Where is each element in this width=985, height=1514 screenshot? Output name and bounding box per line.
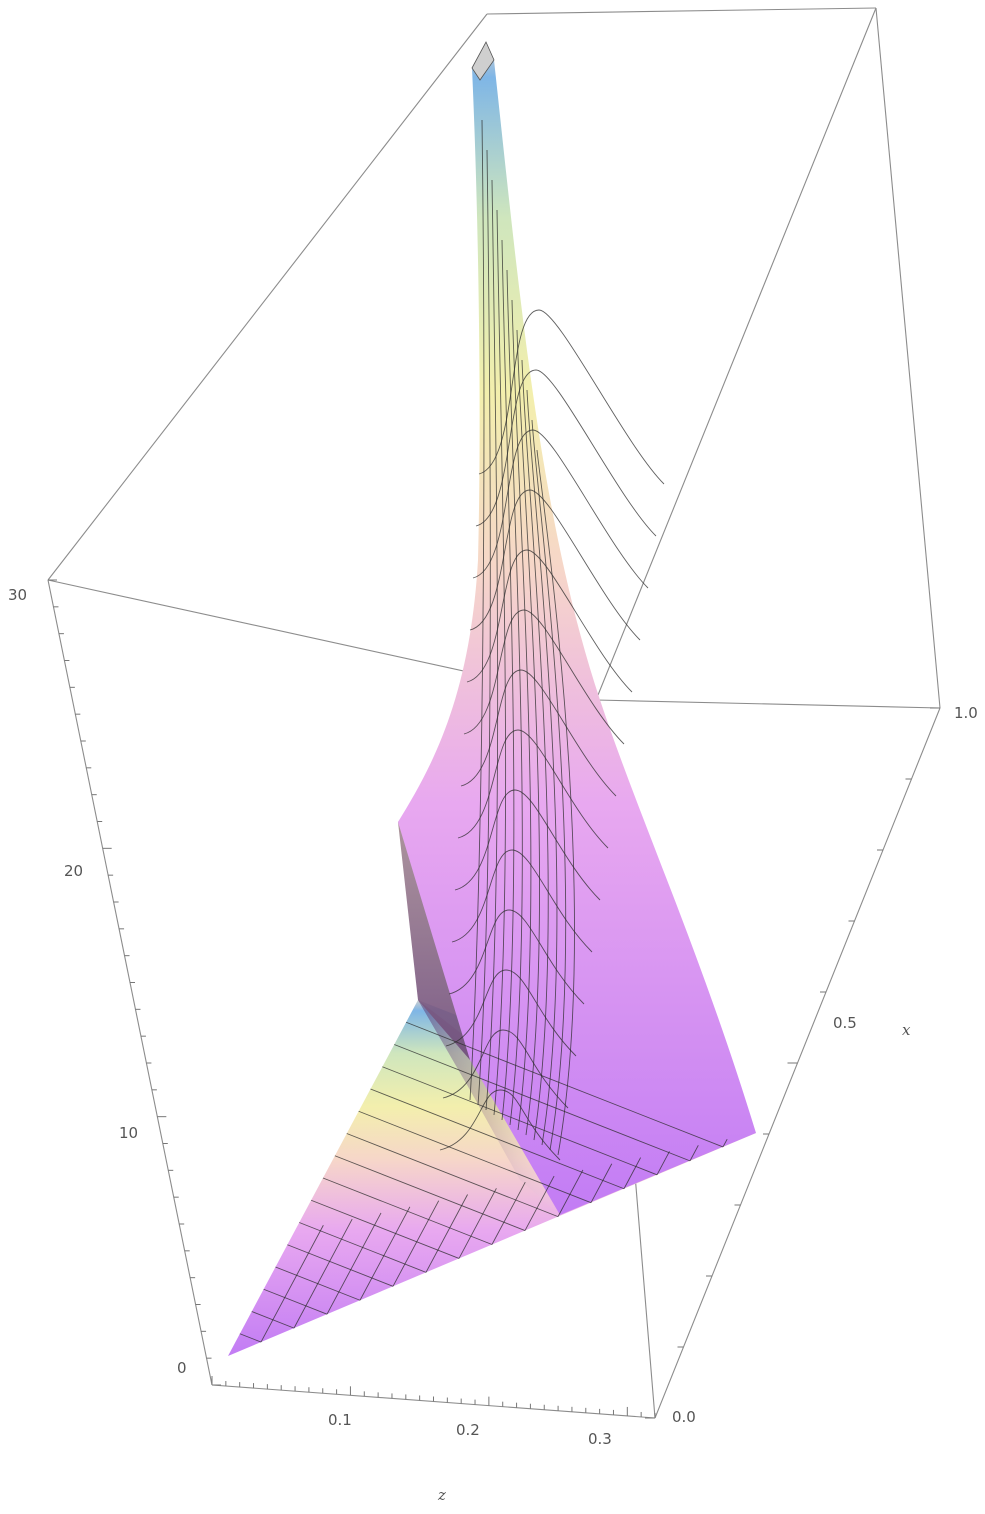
mesh-line: [491, 1181, 526, 1245]
mesh-ridge-line: [477, 149, 491, 1106]
mesh-line: [251, 1311, 295, 1329]
x-tick-label: 1.0: [954, 704, 978, 722]
mesh-line: [293, 1218, 353, 1329]
value-tick-label: 20: [64, 862, 83, 880]
z-axis-title: z: [437, 1486, 446, 1504]
mesh-ridge-curve: [460, 669, 617, 797]
box-edge-top-left: [47, 13, 488, 581]
mesh-line: [524, 1175, 555, 1231]
z-tick-label: 0.1: [328, 1411, 352, 1429]
mesh-line: [239, 1333, 262, 1343]
mesh-ridge-curve: [439, 1089, 561, 1161]
mesh-ridge-line: [536, 449, 575, 1156]
box-edge-top-right: [875, 7, 941, 709]
value-axis: 30 20 10 0: [8, 586, 187, 1377]
mesh-line: [358, 1110, 592, 1204]
mesh-line: [557, 1169, 584, 1217]
mesh-line: [392, 1200, 440, 1287]
mesh-line: [689, 1145, 699, 1162]
mesh-line: [394, 1044, 691, 1162]
mesh-line: [275, 1266, 361, 1301]
mesh-line: [405, 1021, 724, 1148]
surface-valley-shadow: [418, 1000, 560, 1215]
mesh-line: [334, 1155, 526, 1231]
mesh-ridge-line: [469, 119, 485, 1101]
mesh-line: [287, 1244, 394, 1287]
z-axis: 0.1 0.2 0.3 z: [328, 1411, 612, 1504]
x-tick-label: 0.0: [672, 1408, 696, 1426]
box-edge-mid-right: [595, 699, 941, 709]
mesh-line: [260, 1225, 324, 1343]
mesh-line: [263, 1288, 328, 1315]
value-tick-label: 0: [177, 1359, 187, 1377]
mesh-line: [310, 1199, 460, 1259]
mesh-ridge-line: [493, 209, 507, 1116]
mesh-ridge-curve: [448, 909, 585, 1005]
surface-ridge: [398, 42, 756, 1215]
value-tick-label: 30: [8, 586, 27, 604]
z-tick-label: 0.2: [456, 1421, 480, 1439]
mesh-ridge-curve: [475, 369, 657, 537]
x-axis-title: x: [902, 1021, 911, 1039]
mesh-line: [656, 1151, 670, 1176]
axis-ticks: [48, 579, 940, 1419]
mesh-line: [425, 1194, 468, 1273]
mesh-line: [326, 1212, 382, 1315]
mesh-ridge-line: [511, 299, 532, 1131]
mesh-line: [370, 1088, 625, 1190]
box-edge-back-vertical: [595, 7, 877, 701]
mesh-line: [623, 1157, 642, 1189]
value-tick-label: 10: [119, 1124, 138, 1142]
mesh-ridge-curve: [454, 789, 601, 901]
mesh-line: [382, 1066, 658, 1176]
mesh-ridge-line: [506, 269, 523, 1126]
x-axis: 0.0 0.5 1.0 x: [672, 704, 978, 1426]
mesh-ridge-line: [516, 329, 540, 1136]
surface-peak-cap: [471, 41, 495, 81]
mesh-ridge-line: [521, 359, 549, 1141]
box-edge-back-top: [486, 7, 877, 15]
mesh-line: [590, 1163, 613, 1203]
mesh-ridge-curve: [466, 549, 633, 693]
mesh-ridge-line: [501, 239, 515, 1121]
mesh-line: [359, 1206, 411, 1301]
surface: [228, 41, 756, 1356]
z-tick-label: 0.3: [588, 1430, 612, 1448]
mesh-line: [346, 1133, 559, 1218]
mesh-ridge-curve: [445, 969, 577, 1057]
mesh-line: [299, 1222, 427, 1273]
mesh-ridge-line: [526, 389, 558, 1146]
mesh-line: [458, 1188, 497, 1259]
mesh-ridge-curve: [442, 1029, 569, 1109]
x-tick-label: 0.5: [833, 1014, 857, 1032]
surface-mesh: [239, 119, 728, 1343]
mesh-line: [722, 1138, 728, 1148]
mesh-ridge-line: [531, 419, 567, 1151]
mesh-ridge-curve: [457, 729, 609, 849]
mesh-ridge-line: [485, 179, 499, 1111]
mesh-ridge-curve: [478, 309, 665, 485]
mesh-line: [322, 1177, 493, 1245]
